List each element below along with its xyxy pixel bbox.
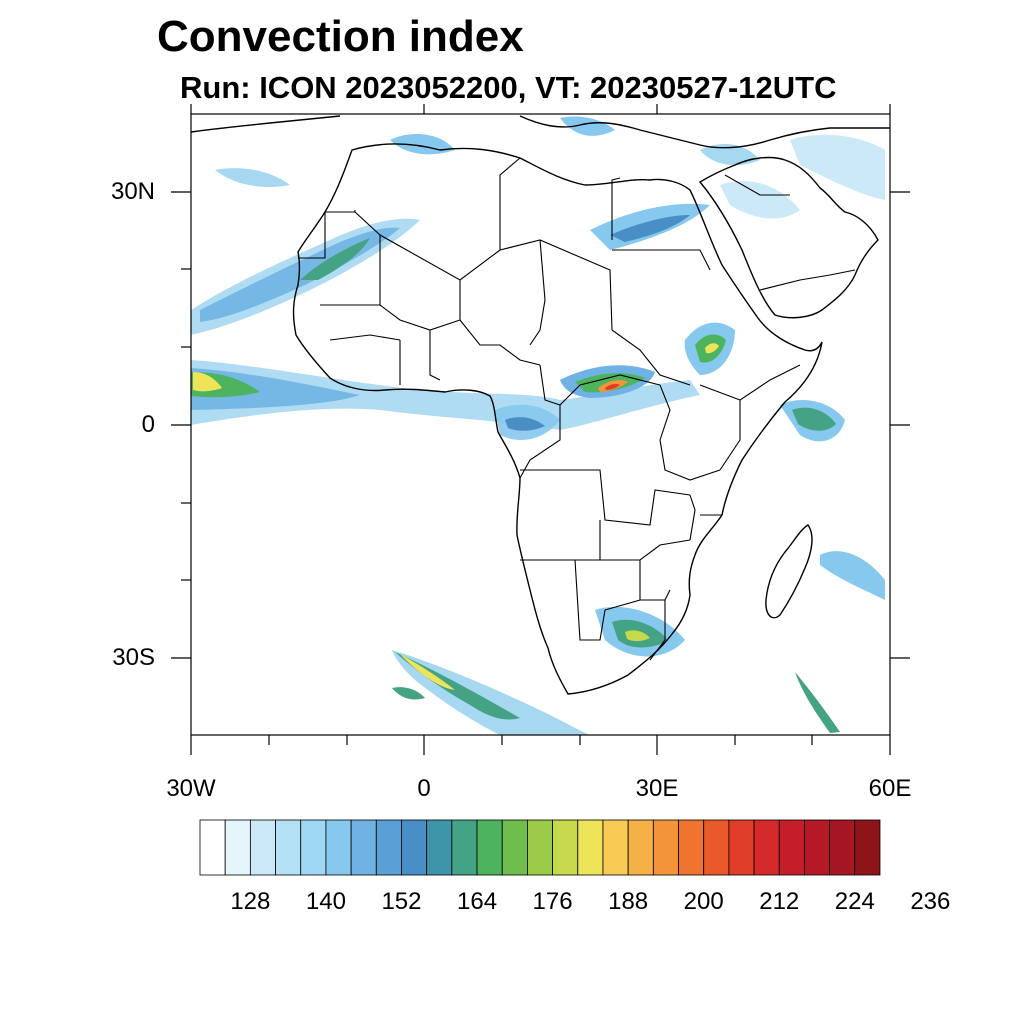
colorbar-swatch bbox=[426, 819, 453, 876]
colorbar-swatch bbox=[300, 819, 327, 876]
colorbar-tick-label: 128 bbox=[230, 888, 271, 915]
arabia-coastline bbox=[698, 156, 879, 319]
colorbar-swatch bbox=[627, 819, 654, 876]
colorbar-swatch bbox=[804, 819, 831, 876]
colorbar-swatch bbox=[249, 819, 276, 876]
colorbar-tick-label: 200 bbox=[683, 888, 724, 915]
colorbar-swatch bbox=[778, 819, 805, 876]
y-tick-label-0: 0 bbox=[141, 411, 155, 438]
chart-subtitle: Run: ICON 2023052200, VT: 20230527-12UTC bbox=[180, 70, 837, 105]
y-tick-label-30n: 30N bbox=[110, 178, 155, 205]
colorbar-tick-label: 236 bbox=[910, 888, 951, 915]
chart-title: Convection index bbox=[157, 12, 524, 61]
colorbar-swatch bbox=[577, 819, 604, 876]
colorbar-swatch bbox=[552, 819, 579, 876]
colorbar-swatch bbox=[350, 819, 377, 876]
colorbar-swatch bbox=[199, 819, 226, 876]
colorbar-tick-label: 224 bbox=[834, 888, 875, 915]
convection-band-itcz bbox=[191, 360, 700, 430]
x-tick-label-0: 0 bbox=[417, 775, 431, 802]
colorbar-tick-label: 152 bbox=[381, 888, 422, 915]
colorbar-swatch bbox=[501, 819, 528, 876]
convection-field bbox=[191, 116, 885, 735]
colorbar-swatch bbox=[401, 819, 428, 876]
axis-ticks bbox=[171, 104, 910, 755]
country-borders bbox=[298, 157, 856, 661]
colorbar-swatch bbox=[451, 819, 478, 876]
x-tick-label-30e: 30E bbox=[635, 775, 679, 802]
colorbar bbox=[199, 819, 881, 876]
colorbar-swatch bbox=[224, 819, 251, 876]
colorbar-tick-label: 164 bbox=[457, 888, 498, 915]
colorbar-tick-label: 140 bbox=[305, 888, 346, 915]
colorbar-swatch bbox=[703, 819, 730, 876]
x-tick-label-30w: 30W bbox=[166, 775, 216, 802]
africa-coastline bbox=[292, 143, 823, 695]
colorbar-swatch bbox=[275, 819, 302, 876]
colorbar-tick-label: 176 bbox=[532, 888, 573, 915]
colorbar-swatch bbox=[602, 819, 629, 876]
x-tick-label-60e: 60E bbox=[868, 775, 912, 802]
colorbar-swatch bbox=[527, 819, 553, 876]
colorbar-swatch bbox=[753, 819, 780, 876]
colorbar-tick-label: 212 bbox=[759, 888, 800, 915]
colorbar-swatch bbox=[375, 819, 402, 876]
colorbar-swatch bbox=[829, 819, 856, 876]
colorbar-swatch bbox=[678, 819, 705, 876]
coastlines bbox=[191, 115, 890, 695]
colorbar-swatch bbox=[854, 819, 881, 876]
colorbar-swatch bbox=[325, 819, 352, 876]
madagascar-coastline bbox=[765, 524, 813, 619]
colorbar-swatch bbox=[476, 819, 503, 876]
colorbar-swatch bbox=[728, 819, 755, 876]
y-tick-label-30s: 30S bbox=[112, 644, 155, 671]
colorbar-tick-label: 188 bbox=[608, 888, 649, 915]
colorbar-swatch bbox=[652, 819, 679, 876]
